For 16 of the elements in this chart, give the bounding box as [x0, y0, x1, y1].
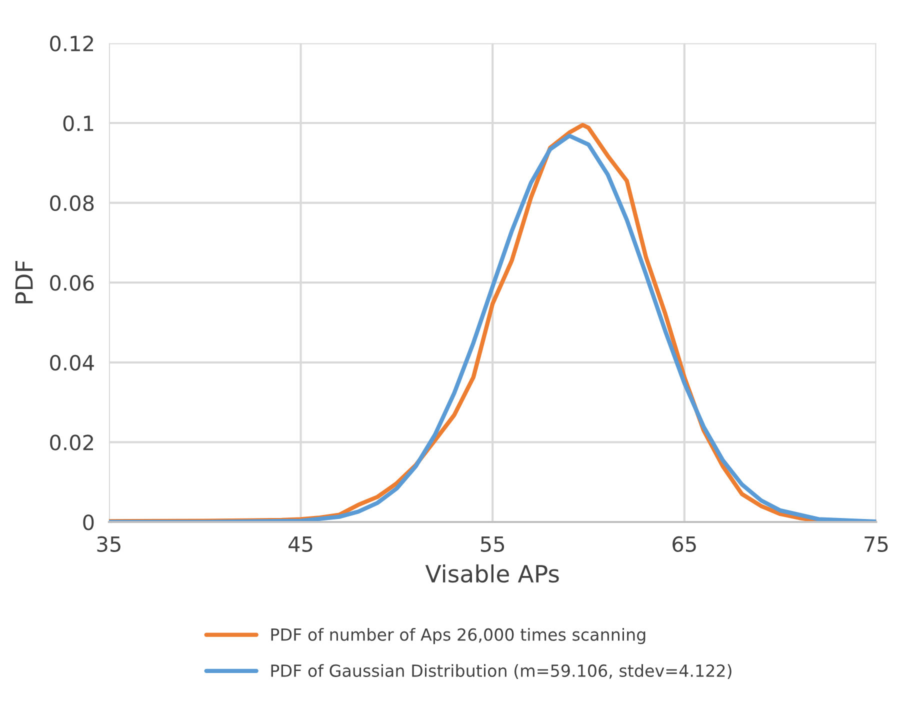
legend-label: PDF of number of Aps 26,000 times scanning: [271, 628, 646, 644]
x-tick-label: 35: [97, 536, 120, 552]
y-tick-label: 0.06: [50, 275, 94, 291]
y-tick-label: 0.04: [50, 354, 94, 371]
x-tick-label: 55: [480, 536, 504, 552]
y-axis-title: PDF: [15, 260, 33, 304]
x-tick-label: 75: [864, 536, 888, 552]
y-tick-label: 0.1: [63, 115, 94, 132]
x-axis-title: Visable APs: [425, 564, 559, 583]
legend-label: PDF of Gaussian Distribution (m=59.106, stdev=4.122): [271, 664, 732, 679]
y-tick-label: 0.12: [50, 36, 93, 52]
y-tick-label: 0.08: [50, 195, 94, 212]
y-tick-label: 0.02: [50, 434, 93, 450]
x-tick-label: 45: [288, 536, 312, 552]
y-tick-label: 0: [83, 514, 94, 530]
x-tick-label: 65: [672, 536, 696, 552]
